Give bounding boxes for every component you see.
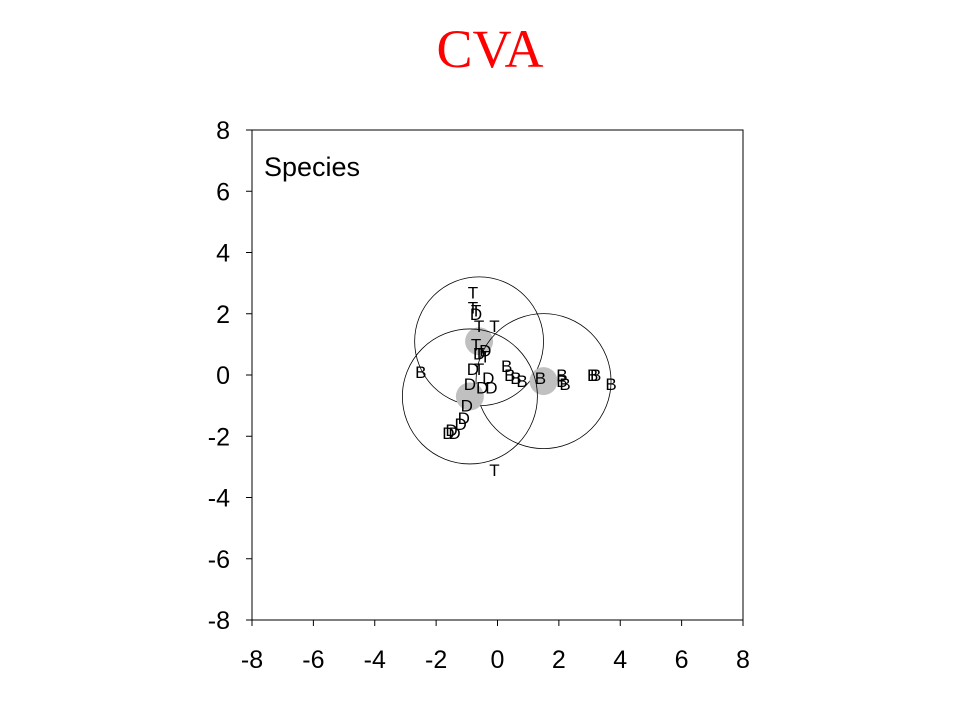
point-D: D bbox=[445, 421, 457, 440]
point-D: D bbox=[470, 305, 482, 324]
y-tick-label: 8 bbox=[216, 117, 230, 145]
point-B: B bbox=[504, 366, 515, 385]
centroid-marker-T bbox=[465, 327, 494, 356]
centroid-marker-B bbox=[529, 367, 558, 396]
point-D: D bbox=[464, 375, 476, 394]
point-T: T bbox=[480, 348, 490, 367]
axes: -8 -6 -4 -2 0 2 4 6 8 -8 -6 -4 -2 0 2 4 6 8 bbox=[208, 117, 750, 674]
point-D: D bbox=[479, 342, 491, 361]
point-D: D bbox=[482, 369, 494, 388]
x-tick-label: -2 bbox=[425, 646, 447, 674]
y-tick-label: 4 bbox=[216, 240, 230, 268]
confidence-circle-B bbox=[475, 313, 612, 450]
panel-label: Species bbox=[264, 152, 360, 182]
centroid-marker-D bbox=[455, 382, 484, 411]
point-B: B bbox=[590, 366, 601, 385]
y-tick-label: 0 bbox=[216, 362, 230, 390]
y-tick-label: -4 bbox=[208, 485, 230, 513]
point-T: T bbox=[471, 335, 481, 354]
x-tick-label: -6 bbox=[302, 646, 324, 674]
point-T: T bbox=[489, 317, 499, 336]
point-B: B bbox=[556, 372, 567, 391]
x-tick-label: -8 bbox=[241, 646, 263, 674]
point-B: B bbox=[535, 369, 546, 388]
point-B: B bbox=[516, 372, 527, 391]
confidence-circle-D bbox=[401, 328, 538, 465]
y-tick-label: -2 bbox=[208, 423, 230, 451]
y-tick-label: 2 bbox=[216, 301, 230, 329]
point-D: D bbox=[461, 397, 473, 416]
point-T: T bbox=[489, 461, 499, 480]
x-tick-label: -4 bbox=[364, 646, 386, 674]
point-D: D bbox=[442, 424, 454, 443]
point-B: B bbox=[510, 369, 521, 388]
point-B: B bbox=[605, 375, 616, 394]
page-title: CVA bbox=[436, 19, 544, 79]
point-D: D bbox=[458, 409, 470, 428]
point-D: D bbox=[476, 378, 488, 397]
point-T: T bbox=[471, 302, 481, 321]
point-B: B bbox=[556, 366, 567, 385]
point-T: T bbox=[468, 299, 478, 318]
point-D: D bbox=[448, 424, 460, 443]
x-tick-label: 4 bbox=[613, 646, 627, 674]
point-T: T bbox=[474, 317, 484, 336]
point-B: B bbox=[415, 363, 426, 382]
point-D: D bbox=[473, 345, 485, 364]
plot-frame bbox=[251, 129, 744, 621]
point-T: T bbox=[474, 345, 484, 364]
y-tick-label: 6 bbox=[216, 178, 230, 206]
point-B: B bbox=[587, 366, 598, 385]
point-B: B bbox=[501, 357, 512, 376]
y-tick-label: -6 bbox=[208, 546, 230, 574]
point-D: D bbox=[467, 360, 479, 379]
x-tick-label: 2 bbox=[552, 646, 566, 674]
group-circles bbox=[401, 276, 612, 465]
point-B: B bbox=[559, 375, 570, 394]
y-tick-label: -8 bbox=[208, 607, 230, 635]
point-T: T bbox=[468, 283, 478, 302]
point-T: T bbox=[474, 360, 484, 379]
point-D: D bbox=[485, 378, 497, 397]
x-tick-label: 6 bbox=[675, 646, 689, 674]
point-D: D bbox=[455, 415, 467, 434]
x-tick-label: 8 bbox=[736, 646, 750, 674]
x-tick-label: 0 bbox=[491, 646, 505, 674]
